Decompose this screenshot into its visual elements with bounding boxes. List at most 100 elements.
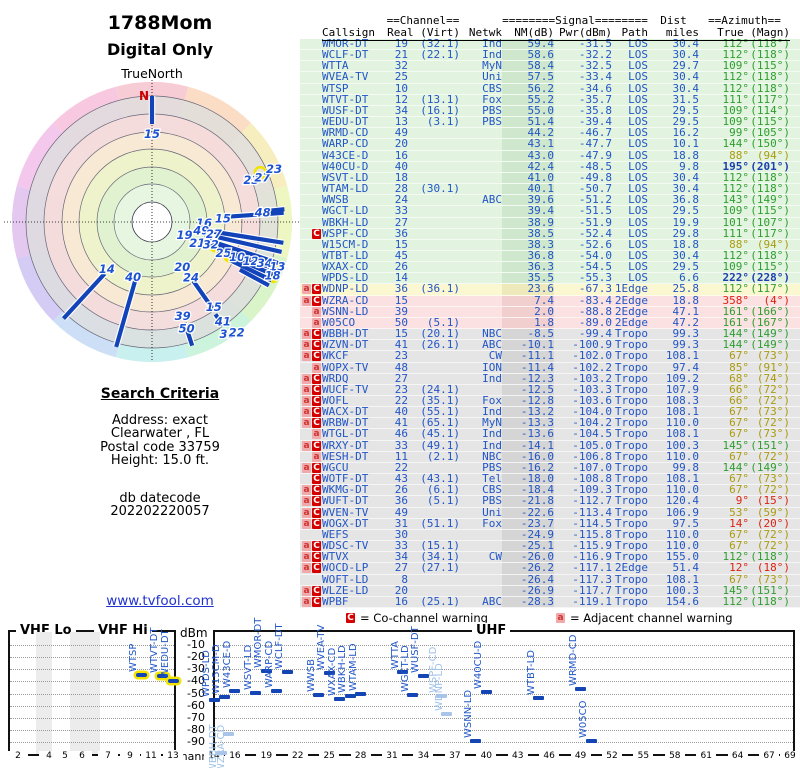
cell-noise-margin: 43.0: [502, 149, 554, 161]
cell-path: LOS: [628, 81, 648, 95]
cell-azimuth-magnetic: (59°): [756, 505, 790, 519]
radar-channel-label: 50: [179, 322, 195, 336]
radar-channel-label: 18: [265, 269, 281, 283]
radar-bar: [182, 322, 195, 347]
table-row: a C WGCU 22 PBS -16.2 -107.0 Tropo 99.8 144° (149°…: [300, 460, 800, 475]
cell-callsign: WDNP-LD: [322, 282, 369, 296]
cell-callsign: WPBF: [322, 594, 349, 608]
cell-real-channel: 26: [394, 260, 408, 274]
radar-channel-label: 27: [254, 170, 270, 184]
bar-callsign-label: WSNN-LD: [462, 689, 474, 738]
table-row: a C WUFT-DT 36 (5.1) PBS -21.8 -112.7 Tropo 120.4…: [300, 495, 800, 508]
cell-real-channel: 31: [394, 516, 408, 530]
table-row: a C WDNP-LD 36 (36.1) 23.6 -67.3 1Edge 25.8 112°(…: [300, 282, 800, 296]
cell-network: PBS: [482, 460, 502, 474]
table-row: WSVT-LD 18 41.0 -49.8 LOS 30.4 112° (118°): [300, 170, 800, 185]
cell-real-channel: 41: [394, 338, 408, 352]
table-row: a C WRBW-DT 41 (65.1) MyN -13.3 -104.2 Tropo 110.…: [300, 417, 800, 430]
cell-noise-margin: -11.4: [502, 361, 554, 373]
cell-azimuth-true: 68°: [729, 371, 749, 385]
gridline: [215, 729, 793, 731]
radar-channel-label: 10: [229, 250, 245, 264]
cell-miles: 29.5: [672, 204, 700, 218]
signal-bar: [470, 738, 482, 743]
cell-path: LOS: [628, 103, 648, 117]
cell-path: 2Edge: [614, 304, 648, 318]
adjacent-warning-badge: a: [302, 496, 311, 507]
cell-callsign: WRDQ: [322, 371, 349, 385]
cell-path: Tropo: [614, 583, 648, 597]
cell-virtual-channel: (30.1): [420, 182, 460, 196]
cell-virtual-channel: (15.1): [420, 539, 460, 553]
gridline: [10, 693, 174, 695]
bar-callsign-label: W43CE-D: [221, 640, 233, 688]
cell-azimuth-magnetic: (20°): [756, 516, 790, 530]
cell-virtual-channel: [408, 151, 460, 161]
cell-power: -51.5: [578, 204, 612, 218]
cell-power: -39.4: [578, 115, 612, 129]
table-body: WMOR-DT 19 (32.1) Ind 59.4 -31.5 LOS 30.4 112° (1…: [300, 37, 800, 608]
header-netwk: Netwk: [468, 26, 502, 39]
cell-real-channel: 27: [394, 371, 408, 385]
cell-azimuth-true: 144°: [722, 327, 750, 341]
search-height: Height: 15.0 ft.: [110, 453, 210, 468]
x-tick-label: 13: [163, 751, 183, 762]
cell-network: NBC: [482, 327, 502, 341]
cell-real-channel: 27: [394, 215, 408, 229]
table-row: WOFT-LD 8 -26.4 -117.3 Tropo 108.1 67° (73°): [300, 573, 800, 586]
cell-azimuth-true: 67°: [729, 472, 749, 486]
cell-path: LOS: [628, 204, 648, 218]
co-channel-warning-badge: C: [312, 585, 321, 596]
cell-noise-margin: -18.0: [502, 473, 554, 485]
cell-real-channel: 20: [394, 137, 408, 151]
x-tick-label: 14: [204, 751, 224, 762]
cell-callsign: WSVT-LD: [322, 170, 369, 184]
radar-bar: [230, 258, 273, 283]
cell-power: -51.9: [578, 215, 612, 229]
cell-path: LOS: [628, 237, 648, 251]
cell-real-channel: 15: [394, 237, 408, 251]
y-tick-label: -10: [187, 638, 205, 651]
cell-path: Tropo: [614, 483, 648, 497]
cell-azimuth-true: 67°: [729, 405, 749, 419]
cell-callsign: WOCD-LP: [322, 561, 369, 575]
tvfool-link[interactable]: www.tvfool.com: [106, 593, 214, 609]
co-channel-legend-text: = Co-channel warning: [360, 611, 488, 625]
adjacent-warning-badge: a: [302, 407, 311, 418]
radar-bar: [217, 248, 275, 277]
cell-miles: 16.2: [672, 126, 700, 140]
cell-real-channel: 33: [394, 539, 408, 553]
cell-noise-margin: -18.4: [502, 484, 554, 496]
co-channel-warning-badge: C: [312, 284, 321, 295]
cell-path: Tropo: [614, 438, 648, 452]
gridline: [10, 717, 174, 719]
cell-miles: 29.5: [672, 103, 700, 117]
adjacent-warning-badge: a: [302, 462, 311, 473]
table-row: WTVT-DT 12 (13.1) Fox 55.2 -35.7 LOS 31.5 111° (1…: [300, 94, 800, 106]
cell-azimuth-true: 222°: [722, 271, 750, 285]
cell-virtual-channel: [408, 139, 460, 149]
table-row: a C WTVX 34 (34.1) CW -26.0 -116.9 Tropo 155.0 112…: [300, 551, 800, 564]
cell-azimuth-magnetic: (118°): [750, 81, 790, 95]
cell-power: -51.2: [578, 193, 612, 207]
cell-real-channel: 28: [394, 182, 408, 196]
cell-miles: 29.5: [672, 260, 700, 274]
co-channel-warning-badge: C: [312, 418, 321, 429]
co-channel-warning-badge: C: [312, 228, 321, 239]
cell-azimuth-true: 145°: [722, 438, 750, 452]
signal-bar: [215, 751, 227, 756]
radar-channel-label: 34: [257, 256, 273, 270]
cell-path: Tropo: [614, 527, 648, 541]
cell-azimuth-true: 85°: [729, 360, 749, 374]
cell-real-channel: 19: [394, 37, 408, 50]
cell-path: LOS: [628, 271, 648, 285]
cell-virtual-channel: [408, 351, 460, 361]
table-row: WGCT-LD 33 39.4 -51.5 LOS 29.5 109° (115°): [300, 204, 800, 218]
signal-bar: [260, 669, 272, 674]
gridline: [10, 669, 174, 671]
table-row: a C WUCF-TV 23 (24.1) -12.5 -103.3 Tropo 107.9 66…: [300, 384, 800, 396]
table-row: a WESH-DT 11 (2.1) NBC -16.0 -106.8 Tropo 110.0 6…: [300, 451, 800, 463]
cell-callsign: WUSF-DT: [322, 103, 369, 117]
signal-bar: [585, 738, 597, 743]
cell-azimuth-magnetic: (115°): [750, 260, 790, 274]
